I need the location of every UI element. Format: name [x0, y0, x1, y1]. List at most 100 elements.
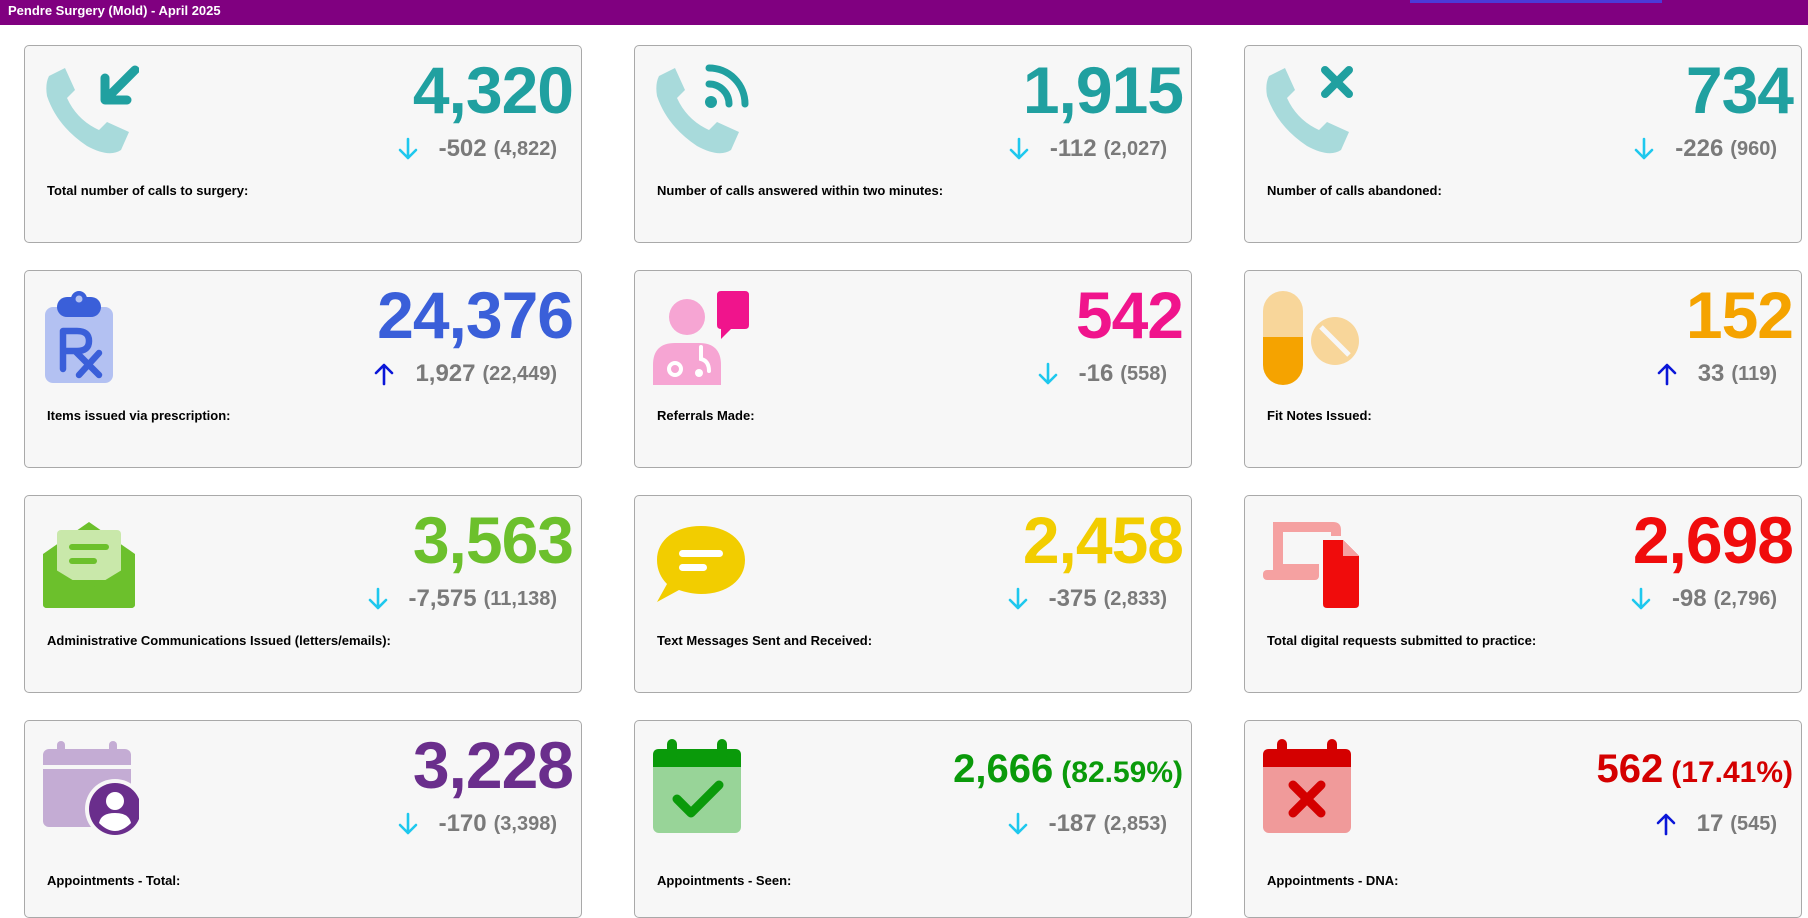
- prescription-clipboard-icon: [43, 289, 139, 385]
- kpi-value: 4,320: [412, 53, 574, 127]
- kpi-card-appointments-seen: 2,666 (82.59%) -187 (2,853) Appointments …: [634, 720, 1192, 918]
- arrow-down-icon: [1007, 812, 1029, 836]
- kpi-change: -187 (2,853): [1007, 810, 1167, 838]
- kpi-previous-value: (3,398): [493, 812, 557, 835]
- arrow-down-icon: [1630, 587, 1652, 611]
- kpi-label: Text Messages Sent and Received:: [657, 633, 873, 648]
- header-accent-tab[interactable]: [1410, 0, 1662, 3]
- kpi-label: Number of calls abandoned:: [1267, 183, 1442, 198]
- kpi-change-value: -98: [1671, 585, 1707, 612]
- arrow-up-icon: [373, 362, 395, 386]
- kpi-change-value: -170: [438, 810, 487, 837]
- pills-icon: [1263, 289, 1359, 385]
- kpi-label: Number of calls answered within two minu…: [657, 183, 944, 198]
- kpi-change: -112 (2,027): [1008, 135, 1167, 163]
- kpi-previous-value: (11,138): [483, 587, 557, 610]
- kpi-value: 24,376: [377, 278, 574, 352]
- kpi-change-value: 33: [1697, 360, 1725, 387]
- kpi-change: -375 (2,833): [1007, 585, 1167, 613]
- kpi-card-appointments-dna: 562 (17.41%) 17 (545) Appointments - DNA:: [1244, 720, 1802, 918]
- kpi-change-value: 17: [1696, 810, 1724, 837]
- kpi-card-calls-abandoned: 734 -226 (960) Number of calls abandoned…: [1244, 45, 1802, 243]
- kpi-label: Items issued via prescription:: [47, 408, 231, 423]
- kpi-label: Appointments - Seen:: [657, 873, 792, 888]
- kpi-percent: (82.59%): [1061, 756, 1183, 789]
- kpi-card-digital-requests: 2,698 -98 (2,796) Total digital requests…: [1244, 495, 1802, 693]
- kpi-change-value: -187: [1048, 810, 1097, 837]
- kpi-previous-value: (960): [1730, 137, 1777, 160]
- arrow-down-icon: [397, 812, 419, 836]
- kpi-change: 33 (119): [1656, 360, 1777, 388]
- calendar-user-icon: [43, 739, 139, 835]
- arrow-down-icon: [397, 137, 419, 161]
- doctor-chat-icon: [653, 289, 749, 385]
- kpi-value: 2,458: [1022, 503, 1184, 577]
- kpi-previous-value: (2,027): [1103, 137, 1167, 160]
- kpi-label: Total digital requests submitted to prac…: [1267, 633, 1537, 648]
- kpi-change: 1,927 (22,449): [373, 360, 557, 388]
- kpi-change-value: 1,927: [415, 360, 476, 387]
- kpi-previous-value: (4,822): [493, 137, 557, 160]
- kpi-card-referrals: 542 -16 (558) Referrals Made:: [634, 270, 1192, 468]
- kpi-card-admin-communications: 3,563 -7,575 (11,138) Administrative Com…: [24, 495, 582, 693]
- kpi-value: 562 (17.41%): [1596, 747, 1793, 791]
- kpi-change-value: -16: [1078, 360, 1114, 387]
- header-bar: Pendre Surgery (Mold) - April 2025: [0, 0, 1808, 25]
- kpi-label: Appointments - DNA:: [1267, 873, 1399, 888]
- kpi-value: 2,698: [1632, 503, 1794, 577]
- kpi-value: 2,666 (82.59%): [953, 747, 1183, 791]
- calendar-check-icon: [653, 739, 749, 835]
- kpi-label: Administrative Communications Issued (le…: [47, 633, 391, 648]
- kpi-card-appointments-total: 3,228 -170 (3,398) Appointments - Total:: [24, 720, 582, 918]
- laptop-document-icon: [1263, 514, 1359, 610]
- phone-ringing-icon: [653, 64, 749, 160]
- open-envelope-icon: [43, 514, 139, 610]
- kpi-previous-value: (558): [1120, 362, 1167, 385]
- kpi-change-value: -112: [1049, 135, 1097, 162]
- kpi-change: -170 (3,398): [397, 810, 557, 838]
- kpi-change: 17 (545): [1655, 810, 1777, 838]
- kpi-value: 3,563: [412, 503, 574, 577]
- calendar-x-icon: [1263, 739, 1359, 835]
- kpi-card-calls-answered: 1,915 -112 (2,027) Number of calls answe…: [634, 45, 1192, 243]
- kpi-grid: 4,320 -502 (4,822) Total number of calls…: [24, 45, 1802, 918]
- kpi-value: 152: [1685, 278, 1794, 352]
- kpi-change: -7,575 (11,138): [367, 585, 557, 613]
- kpi-change: -16 (558): [1037, 360, 1167, 388]
- kpi-value: 3,228: [412, 728, 574, 802]
- kpi-label: Fit Notes Issued:: [1267, 408, 1372, 423]
- kpi-value: 1,915: [1022, 53, 1184, 127]
- kpi-value: 734: [1685, 53, 1794, 127]
- kpi-card-prescriptions: 24,376 1,927 (22,449) Items issued via p…: [24, 270, 582, 468]
- kpi-previous-value: (119): [1731, 362, 1777, 385]
- page-title: Pendre Surgery (Mold) - April 2025: [8, 3, 221, 18]
- arrow-down-icon: [1007, 587, 1029, 611]
- kpi-percent: (17.41%): [1671, 756, 1793, 789]
- arrow-up-icon: [1655, 812, 1677, 836]
- kpi-change-value: -502: [438, 135, 487, 162]
- kpi-value: 542: [1075, 278, 1184, 352]
- arrow-down-icon: [1008, 137, 1030, 161]
- kpi-change: -226 (960): [1633, 135, 1777, 163]
- kpi-change-value: -375: [1048, 585, 1097, 612]
- kpi-previous-value: (2,796): [1713, 587, 1777, 610]
- kpi-label: Appointments - Total:: [47, 873, 181, 888]
- phone-missed-icon: [1263, 64, 1359, 160]
- kpi-previous-value: (545): [1730, 812, 1777, 835]
- speech-bubble-icon: [653, 514, 749, 610]
- kpi-change: -98 (2,796): [1630, 585, 1777, 613]
- kpi-change: -502 (4,822): [397, 135, 557, 163]
- arrow-down-icon: [1037, 362, 1059, 386]
- kpi-card-text-messages: 2,458 -375 (2,833) Text Messages Sent an…: [634, 495, 1192, 693]
- kpi-change-value: -7,575: [408, 585, 477, 612]
- kpi-previous-value: (22,449): [482, 362, 558, 385]
- kpi-change-value: -226: [1675, 135, 1724, 162]
- kpi-previous-value: (2,853): [1103, 812, 1167, 835]
- kpi-card-fit-notes: 152 33 (119) Fit Notes Issued:: [1244, 270, 1802, 468]
- kpi-card-total-calls: 4,320 -502 (4,822) Total number of calls…: [24, 45, 582, 243]
- arrow-down-icon: [367, 587, 389, 611]
- kpi-label: Total number of calls to surgery:: [47, 183, 249, 198]
- phone-incoming-icon: [43, 64, 139, 160]
- arrow-up-icon: [1656, 362, 1678, 386]
- kpi-previous-value: (2,833): [1103, 587, 1167, 610]
